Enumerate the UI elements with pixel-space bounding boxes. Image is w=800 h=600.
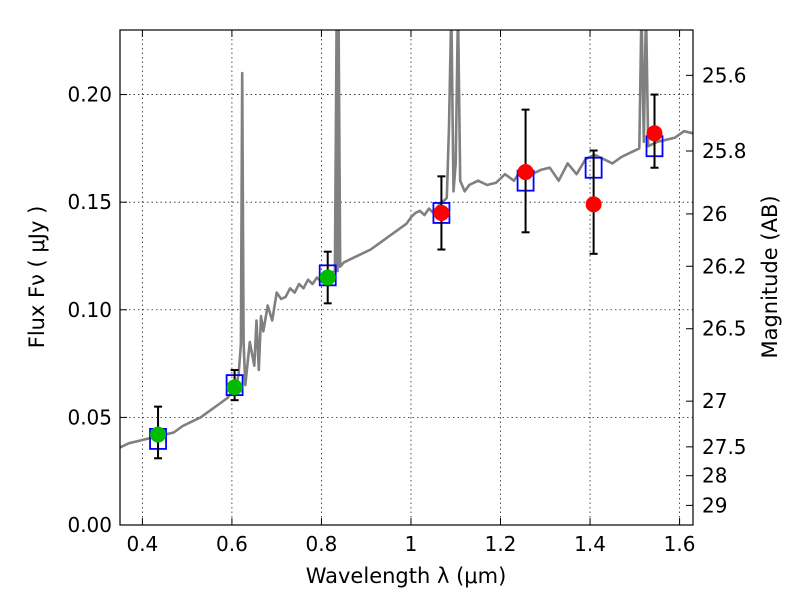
y-tick-label: 0.10 — [67, 298, 112, 322]
y-tick-label: 0.05 — [67, 405, 112, 429]
x-tick-label: 0.6 — [216, 532, 248, 556]
plot-frame — [119, 29, 694, 526]
mag-tick-label: 25.8 — [702, 139, 747, 163]
observed-flux-point — [517, 164, 534, 181]
photometry-layer — [149, 93, 664, 460]
mag-tick-label: 28 — [702, 464, 727, 488]
y-tick-label: 0.15 — [67, 190, 112, 214]
x-tick-label: 0.4 — [126, 532, 158, 556]
mag-tick-label: 27 — [702, 389, 727, 413]
observed-flux-point — [319, 269, 336, 286]
mag-tick-label: 27.5 — [702, 435, 747, 459]
x-tick-label: 1.2 — [485, 532, 517, 556]
x-tick-label: 1 — [405, 532, 418, 556]
mag-tick-label: 26.5 — [702, 317, 747, 341]
x-tick-label: 0.8 — [306, 532, 338, 556]
observed-flux-point — [226, 379, 243, 396]
observed-flux-point — [150, 426, 167, 443]
x-tick-label: 1.6 — [664, 532, 696, 556]
x-axis-label: Wavelength λ (μm) — [306, 564, 507, 588]
observed-flux-point — [585, 196, 602, 213]
mag-tick-label: 25.6 — [702, 63, 747, 87]
axis-ticks: 0.4 0.6 0.8 1 1.2 1.4 1.6 0.00 0.05 0.10 0.15 0.20 2… — [67, 30, 747, 556]
right-axis-label: Magnitude (AB) — [758, 195, 782, 358]
observed-flux-point — [646, 125, 663, 142]
template-spectrum-line — [120, 30, 693, 449]
y-tick-label: 0.00 — [67, 513, 112, 537]
x-tick-label: 1.4 — [574, 532, 606, 556]
mag-tick-label: 29 — [702, 493, 727, 517]
template-spectrum-layer — [120, 30, 693, 449]
y-tick-label: 0.20 — [67, 83, 112, 107]
y-axis-label: Flux Fν ( μJy ) — [25, 206, 49, 349]
mag-tick-label: 26 — [702, 202, 727, 226]
mag-tick-label: 26.2 — [702, 254, 747, 278]
observed-flux-point — [433, 204, 450, 221]
